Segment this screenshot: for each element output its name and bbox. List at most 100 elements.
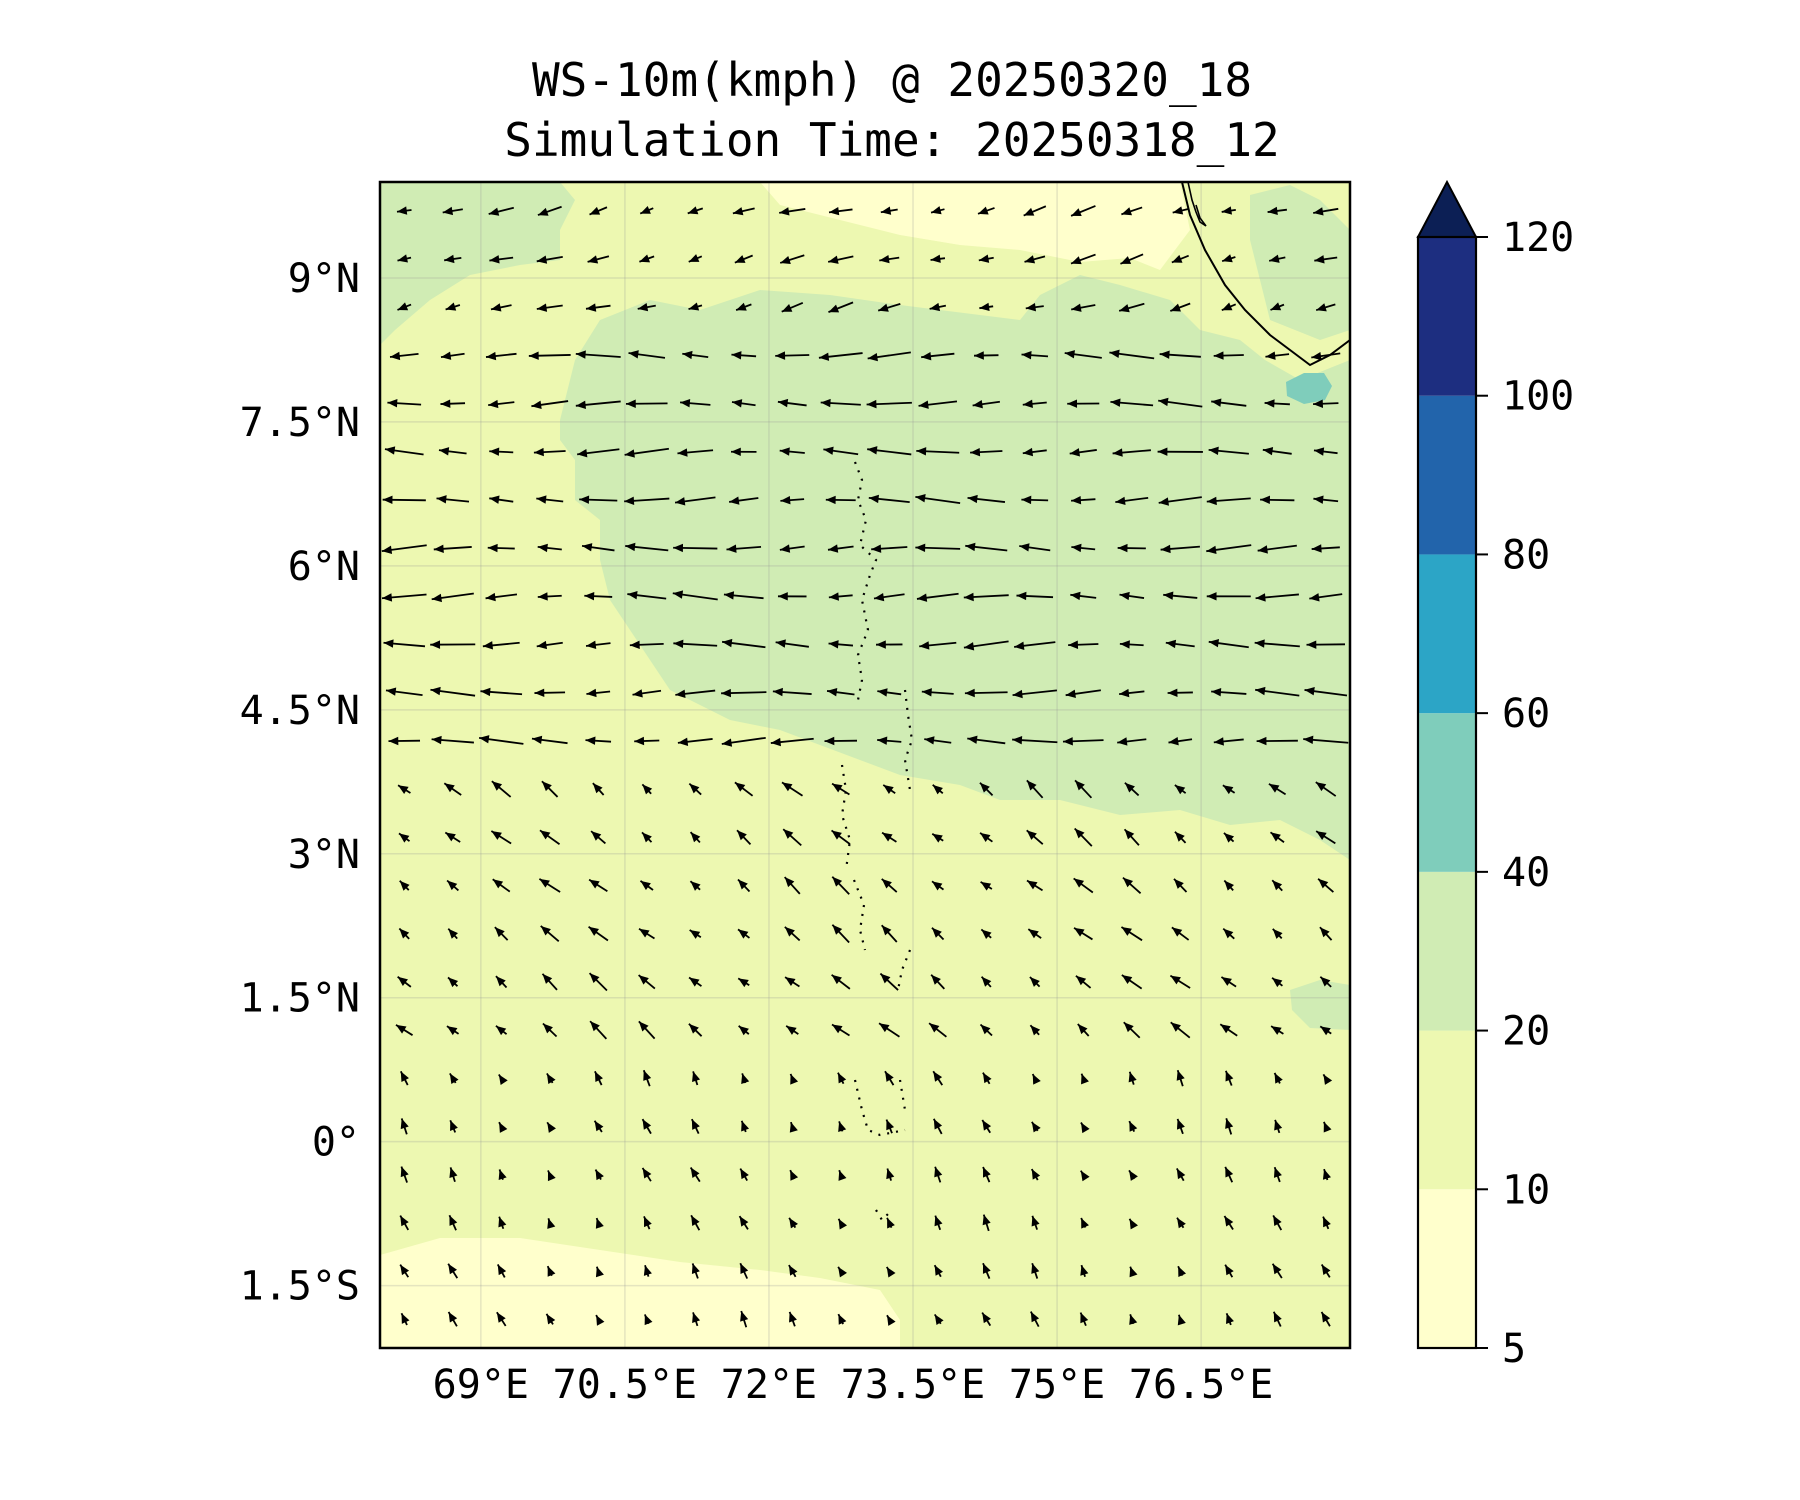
wind-arrow: [389, 351, 419, 361]
wind-arrow: [584, 591, 613, 601]
wind-arrow-head: [1016, 591, 1027, 601]
wind-arrow-head: [1220, 1024, 1231, 1034]
wind-arrow-head: [1172, 206, 1184, 215]
wind-arrow-head: [770, 737, 781, 747]
wind-arrow: [967, 735, 1006, 745]
wind-arrow: [541, 780, 559, 798]
wind-arrow-head: [1129, 1121, 1138, 1132]
wind-arrow: [1062, 737, 1104, 746]
colorbar: 5 10 20 40 60 80 100 120: [1416, 179, 1574, 1372]
wind-arrow-head: [1274, 1072, 1283, 1084]
wind-arrow-head: [1129, 1314, 1138, 1325]
wind-arrow: [1026, 779, 1044, 799]
wind-arrow: [482, 641, 520, 650]
wind-arrow-head: [449, 1167, 458, 1178]
wind-arrow: [1171, 254, 1190, 264]
wind-arrow-head: [931, 974, 941, 985]
wind-arrow-head: [547, 1122, 556, 1133]
wind-arrow: [1315, 830, 1336, 845]
wind-arrow: [1026, 829, 1044, 845]
wind-arrow-head: [838, 1314, 847, 1325]
wind-arrow: [542, 1022, 558, 1038]
wind-arrow: [448, 1214, 458, 1231]
wind-arrow: [1022, 399, 1047, 409]
wind-arrow-head: [886, 1119, 895, 1131]
wind-arrow-head: [488, 399, 499, 409]
wind-arrow: [981, 1119, 992, 1134]
wind-arrow-head: [687, 206, 699, 215]
colorbar-segment: [1418, 871, 1476, 1031]
wind-arrow-head: [1221, 977, 1232, 986]
wind-arrow: [400, 1118, 409, 1135]
wind-arrow: [1068, 640, 1099, 649]
wind-arrow-head: [638, 975, 649, 985]
wind-arrow: [963, 592, 1009, 602]
wind-arrow-head: [1320, 976, 1331, 987]
wind-arrow-head: [1222, 254, 1233, 263]
contour-20-40-northwest: [380, 182, 575, 345]
wind-arrow: [932, 784, 944, 795]
wind-arrow: [777, 398, 807, 408]
wind-arrow: [1115, 496, 1149, 506]
wind-arrow: [930, 974, 945, 990]
wind-arrow: [1118, 302, 1145, 313]
wind-arrow: [495, 1025, 508, 1036]
wind-arrow-head: [734, 782, 746, 792]
wind-arrow: [928, 1022, 947, 1038]
wind-arrow: [1213, 737, 1244, 746]
wind-arrow-head: [981, 976, 992, 987]
wind-arrow: [641, 783, 653, 795]
wind-arrow-head: [1157, 447, 1168, 456]
wind-arrow-head: [934, 1265, 943, 1276]
wind-arrow: [886, 1314, 896, 1326]
wind-arrow: [534, 688, 566, 698]
wind-arrow: [982, 1262, 991, 1279]
wind-arrow-head: [688, 302, 700, 311]
contour-20-40-band: [560, 275, 1350, 860]
wind-arrow: [734, 254, 753, 264]
wind-arrow: [830, 829, 851, 845]
wind-arrow: [1169, 302, 1191, 312]
wind-arrow-head: [536, 255, 548, 264]
wind-arrow: [675, 689, 716, 699]
wind-arrow: [1315, 781, 1337, 797]
wind-arrow: [682, 350, 709, 360]
wind-arrow: [723, 591, 764, 600]
colorbar-segment: [1418, 237, 1476, 396]
wind-arrow: [730, 447, 757, 456]
wind-arrow: [916, 592, 959, 602]
wind-arrow-head: [640, 880, 651, 891]
wind-arrow: [399, 1264, 410, 1278]
wind-arrow: [871, 544, 908, 553]
wind-arrow: [1273, 1166, 1282, 1183]
wind-arrow: [873, 592, 905, 602]
wind-arrow-head: [691, 1263, 700, 1275]
wind-arrow: [828, 206, 853, 216]
wind-arrow-head: [1211, 687, 1222, 697]
wind-arrow-head: [916, 593, 928, 602]
wind-arrow: [1112, 448, 1151, 457]
wind-arrow-head: [430, 686, 441, 696]
wind-arrow-head: [397, 976, 408, 987]
wind-arrow-head: [495, 976, 506, 987]
wind-arrow-head: [740, 1168, 749, 1180]
wind-arrow-head: [1065, 689, 1076, 698]
wind-arrow: [1031, 1262, 1040, 1279]
wind-arrow: [436, 495, 470, 504]
wind-arrow: [537, 592, 562, 601]
wind-arrow: [1313, 495, 1339, 504]
wind-arrow: [1168, 737, 1193, 746]
wind-arrow-head: [1319, 927, 1330, 938]
wind-arrow-head: [492, 879, 504, 889]
wind-arrow-head: [440, 399, 451, 408]
wind-arrow: [732, 207, 755, 216]
wind-arrow: [538, 878, 561, 893]
colorbar-segment: [1418, 1030, 1476, 1190]
wind-arrow-head: [1264, 399, 1275, 408]
wind-arrow-head: [1267, 206, 1278, 216]
wind-arrow: [877, 736, 902, 745]
wind-arrow: [1323, 1121, 1332, 1133]
wind-arrow-head: [596, 1315, 605, 1326]
wind-arrow: [585, 736, 612, 745]
wind-arrow: [1211, 398, 1247, 407]
